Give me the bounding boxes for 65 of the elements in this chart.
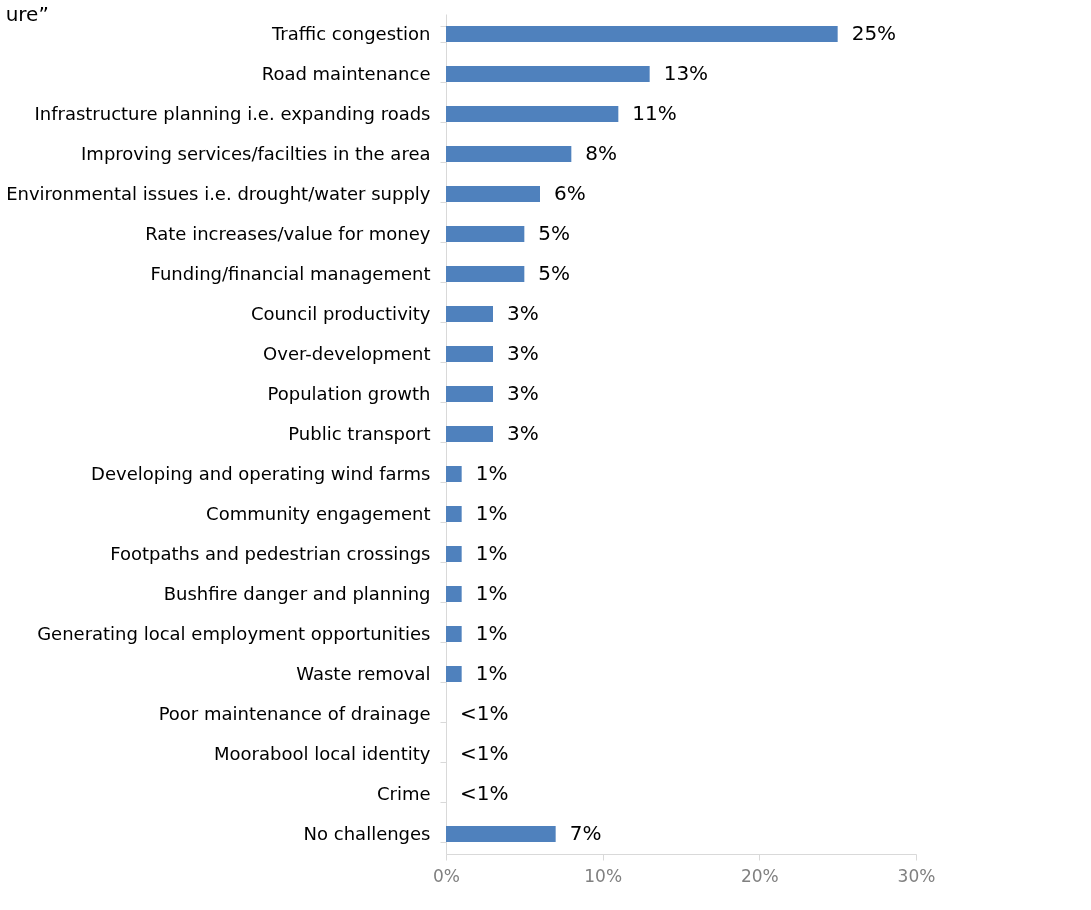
data-label: 5% bbox=[538, 221, 571, 245]
bar bbox=[446, 386, 493, 402]
bar bbox=[446, 546, 462, 562]
y-tick-label: Generating local employment opportunities bbox=[37, 622, 431, 644]
bar bbox=[446, 26, 838, 42]
y-tick-label: Crime bbox=[376, 782, 431, 804]
y-tick-label: Over-development bbox=[263, 342, 431, 364]
data-label: 3% bbox=[507, 381, 539, 405]
y-tick-label: Moorabool local identity bbox=[213, 742, 431, 764]
data-label: 1% bbox=[475, 461, 508, 485]
data-label: <1% bbox=[460, 741, 509, 765]
bar bbox=[446, 306, 493, 322]
x-tick-label: 10% bbox=[584, 865, 623, 886]
y-tick-label: Poor maintenance of drainage bbox=[158, 702, 431, 724]
bar bbox=[446, 266, 525, 282]
y-tick-label: Rate increases/value for money bbox=[145, 222, 431, 244]
x-tick-label: 0% bbox=[433, 865, 460, 886]
bar bbox=[446, 506, 462, 522]
data-label: 3% bbox=[507, 301, 539, 325]
y-tick-label: Footpaths and pedestrian crossings bbox=[110, 542, 431, 564]
y-tick-label: Bushfire danger and planning bbox=[163, 582, 431, 604]
data-label: 1% bbox=[475, 501, 508, 525]
y-tick-label: Waste removal bbox=[296, 662, 431, 684]
bar bbox=[446, 666, 462, 682]
bar bbox=[446, 826, 556, 842]
data-label: 1% bbox=[475, 581, 508, 605]
y-tick-label: Population growth bbox=[267, 382, 431, 404]
y-tick-label: Council productivity bbox=[250, 302, 431, 324]
data-label: 1% bbox=[475, 661, 508, 685]
data-label: <1% bbox=[460, 781, 509, 805]
bar bbox=[446, 146, 572, 162]
y-tick-label: Infrastructure planning i.e. expanding roads bbox=[34, 102, 431, 124]
bar bbox=[446, 66, 650, 82]
data-label: 5% bbox=[538, 261, 571, 285]
bar bbox=[446, 186, 540, 202]
data-label: <1% bbox=[460, 701, 509, 725]
y-tick-label: Improving services/facilties in the area bbox=[81, 142, 431, 164]
bar bbox=[446, 626, 462, 642]
y-tick-label: Environmental issues i.e. drought/water supply bbox=[6, 182, 431, 204]
data-label: 3% bbox=[507, 341, 539, 365]
y-tick-label: Public transport bbox=[288, 422, 431, 444]
bar bbox=[446, 426, 493, 442]
y-tick-label: Developing and operating wind farms bbox=[91, 462, 431, 484]
text: ure” bbox=[5, 2, 49, 26]
data-label: 1% bbox=[475, 541, 508, 565]
y-tick-label: Funding/financial management bbox=[150, 262, 431, 284]
y-tick-label: Road maintenance bbox=[261, 62, 431, 84]
bar bbox=[446, 226, 525, 242]
data-label: 1% bbox=[475, 621, 508, 645]
data-label: 6% bbox=[554, 181, 586, 205]
y-tick-label: Traffic congestion bbox=[271, 22, 431, 44]
bar bbox=[446, 346, 493, 362]
x-tick-label: 20% bbox=[740, 865, 779, 886]
data-label: 3% bbox=[507, 421, 539, 445]
data-label: 13% bbox=[663, 61, 709, 85]
bar bbox=[446, 466, 462, 482]
data-label: 8% bbox=[585, 141, 618, 165]
bar bbox=[446, 586, 462, 602]
data-label: 7% bbox=[569, 821, 602, 845]
data-label: 11% bbox=[632, 101, 677, 125]
y-tick-label: No challenges bbox=[303, 822, 431, 844]
data-label: 25% bbox=[851, 21, 897, 45]
bar bbox=[446, 106, 619, 122]
x-tick-label: 30% bbox=[897, 865, 936, 886]
y-tick-label: Community engagement bbox=[206, 502, 431, 524]
